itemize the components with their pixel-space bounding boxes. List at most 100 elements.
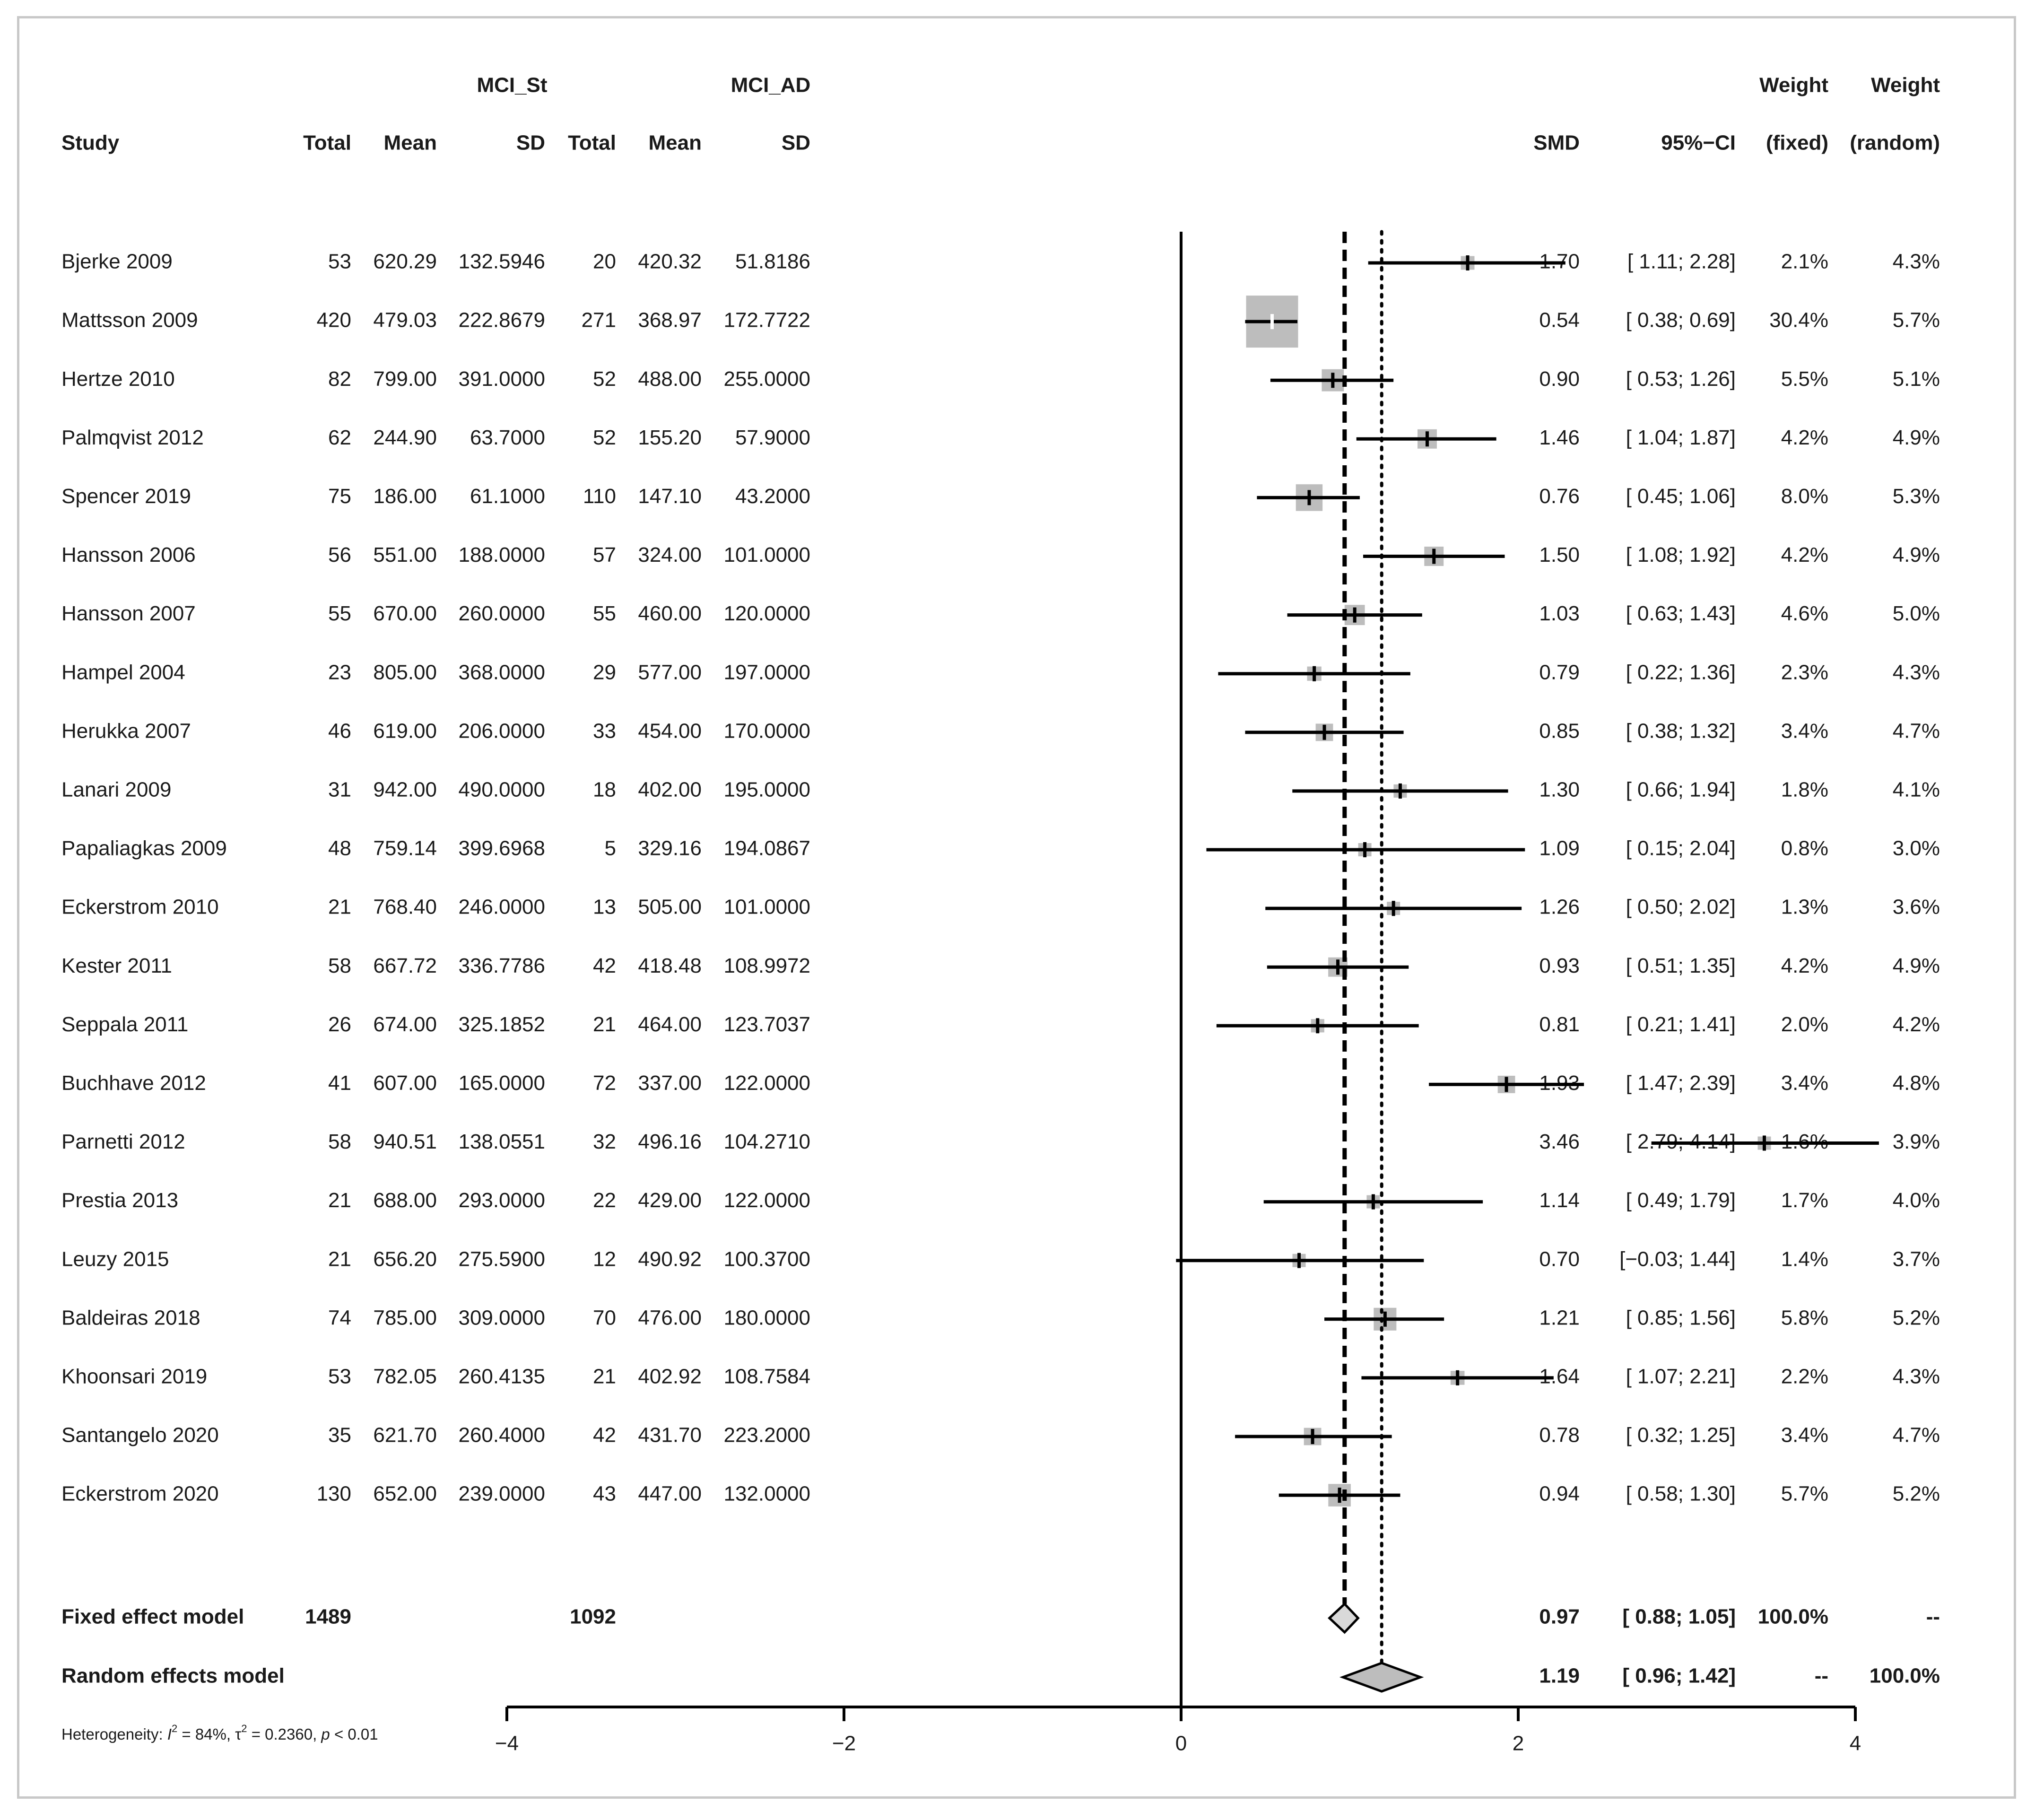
smd-value: 1.14	[1539, 1189, 1580, 1212]
total-experimental: 82	[328, 367, 351, 391]
total-control: 33	[593, 719, 616, 742]
mean-experimental: 674.00	[373, 1013, 437, 1036]
header-total-experimental: Total	[303, 131, 351, 155]
weight-fixed-value: 4.6%	[1781, 602, 1828, 625]
total-control: 55	[593, 602, 616, 625]
mean-experimental: 607.00	[373, 1071, 437, 1095]
weight-random-value: 4.9%	[1893, 543, 1940, 566]
total-experimental: 21	[328, 1247, 351, 1271]
sd-experimental: 61.1000	[470, 485, 545, 508]
mean-experimental: 620.29	[373, 250, 437, 273]
total-control: 29	[593, 661, 616, 684]
total-control: 271	[582, 309, 616, 332]
ci-value: [ 0.21; 1.41]	[1626, 1013, 1736, 1036]
mean-control: 447.00	[638, 1482, 702, 1506]
study-name: Papaliagkas 2009	[61, 837, 227, 860]
study-name: Herukka 2007	[61, 719, 191, 742]
weight-fixed-value: 4.2%	[1781, 954, 1828, 977]
total-control: 42	[593, 1424, 616, 1447]
ci-value: [ 0.58; 1.30]	[1626, 1482, 1736, 1506]
sd-control: 122.0000	[723, 1189, 810, 1212]
weight-random-value: 4.9%	[1893, 426, 1940, 449]
smd-value: 0.70	[1539, 1247, 1580, 1271]
mean-experimental: 621.70	[373, 1424, 437, 1447]
weight-fixed-value: 5.8%	[1781, 1306, 1828, 1329]
mean-experimental: 942.00	[373, 778, 437, 801]
smd-value: 0.93	[1539, 954, 1580, 977]
study-name: Prestia 2013	[61, 1189, 178, 1212]
weight-random-value: 3.9%	[1893, 1130, 1940, 1153]
study-name: Leuzy 2015	[61, 1247, 169, 1271]
study-name: Lanari 2009	[61, 778, 171, 801]
sd-control: 170.0000	[723, 719, 810, 742]
ci-value: [ 1.07; 2.21]	[1626, 1365, 1736, 1388]
mean-control: 420.32	[638, 250, 702, 273]
random-model-label: Random effects model	[61, 1664, 285, 1688]
mean-control: 337.00	[638, 1071, 702, 1095]
sd-control: 255.0000	[723, 367, 810, 391]
total-experimental: 21	[328, 896, 351, 919]
weight-fixed-value: 4.2%	[1781, 426, 1828, 449]
mean-control: 460.00	[638, 602, 702, 625]
mean-experimental: 479.03	[373, 309, 437, 332]
sd-experimental: 132.5946	[458, 250, 545, 273]
smd-value: 0.90	[1539, 367, 1580, 391]
mean-control: 329.16	[638, 837, 702, 860]
mean-experimental: 652.00	[373, 1482, 437, 1506]
mean-control: 418.48	[638, 954, 702, 977]
ci-value: [ 1.04; 1.87]	[1626, 426, 1736, 449]
mean-control: 496.16	[638, 1130, 702, 1153]
sd-control: 180.0000	[723, 1306, 810, 1329]
total-experimental: 35	[328, 1424, 351, 1447]
study-name: Baldeiras 2018	[61, 1306, 200, 1329]
study-name: Mattsson 2009	[61, 309, 198, 332]
smd-value: 0.94	[1539, 1482, 1580, 1506]
sd-experimental: 293.0000	[458, 1189, 545, 1212]
fixed-weight-fixed: 100.0%	[1758, 1605, 1828, 1628]
weight-random-value: 3.0%	[1893, 837, 1940, 860]
mean-control: 324.00	[638, 543, 702, 566]
sd-control: 101.0000	[723, 543, 810, 566]
ci-value: [ 0.63; 1.43]	[1626, 602, 1736, 625]
sd-experimental: 336.7786	[458, 954, 545, 977]
total-control: 52	[593, 367, 616, 391]
weight-fixed-value: 3.4%	[1781, 1424, 1828, 1447]
total-experimental: 53	[328, 250, 351, 273]
weight-fixed-value: 1.3%	[1781, 896, 1828, 919]
smd-value: 0.76	[1539, 485, 1580, 508]
weight-random-value: 4.3%	[1893, 1365, 1940, 1388]
smd-value: 0.81	[1539, 1013, 1580, 1036]
mean-control: 577.00	[638, 661, 702, 684]
x-tick-label: 4	[1850, 1732, 1861, 1755]
total-experimental: 75	[328, 485, 351, 508]
total-control: 13	[593, 896, 616, 919]
x-tick-label: −4	[495, 1732, 519, 1755]
mean-experimental: 551.00	[373, 543, 437, 566]
study-name: Santangelo 2020	[61, 1424, 219, 1447]
mean-control: 155.20	[638, 426, 702, 449]
total-experimental: 41	[328, 1071, 351, 1095]
sd-experimental: 490.0000	[458, 778, 545, 801]
total-control: 70	[593, 1306, 616, 1329]
header-ci: 95%−CI	[1661, 131, 1736, 155]
mean-control: 476.00	[638, 1306, 702, 1329]
header-weight-random: (random)	[1850, 131, 1940, 155]
ci-value: [−0.03; 1.44]	[1619, 1247, 1736, 1271]
mean-experimental: 785.00	[373, 1306, 437, 1329]
total-control: 43	[593, 1482, 616, 1506]
x-tick-label: −2	[832, 1732, 856, 1755]
study-name: Hampel 2004	[61, 661, 185, 684]
weight-random-value: 4.1%	[1893, 778, 1940, 801]
total-experimental: 58	[328, 954, 351, 977]
ci-value: [ 0.66; 1.94]	[1626, 778, 1736, 801]
weight-fixed-value: 0.8%	[1781, 837, 1828, 860]
weight-random-value: 4.2%	[1893, 1013, 1940, 1036]
weight-fixed-value: 5.5%	[1781, 367, 1828, 391]
mean-experimental: 799.00	[373, 367, 437, 391]
weight-random-value: 4.7%	[1893, 1424, 1940, 1447]
sd-experimental: 165.0000	[458, 1071, 545, 1095]
smd-value: 1.46	[1539, 426, 1580, 449]
sd-experimental: 246.0000	[458, 896, 545, 919]
mean-experimental: 805.00	[373, 661, 437, 684]
